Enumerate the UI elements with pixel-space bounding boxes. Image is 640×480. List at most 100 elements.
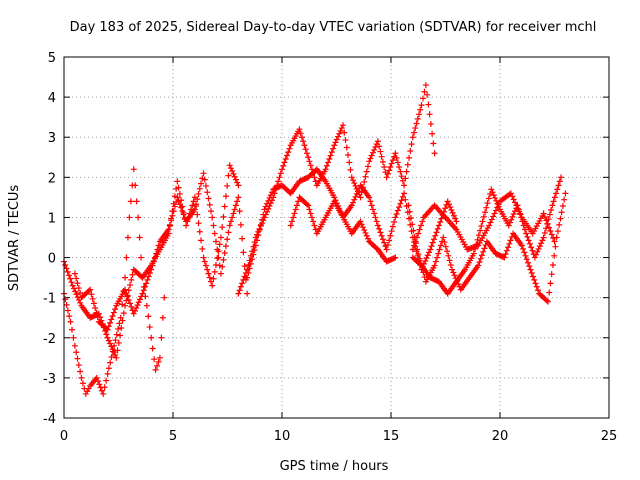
- data-point: [301, 142, 308, 149]
- data-point: [210, 275, 217, 282]
- data-point: [138, 254, 145, 261]
- data-point: [362, 229, 369, 236]
- data-point: [257, 221, 264, 228]
- data-point: [98, 387, 105, 394]
- data-point: [105, 323, 112, 330]
- data-point: [128, 276, 135, 283]
- data-point: [525, 259, 532, 266]
- data-point: [179, 208, 186, 215]
- data-point: [232, 176, 239, 183]
- data-point: [123, 254, 130, 261]
- data-point: [484, 200, 491, 207]
- data-point: [176, 190, 183, 197]
- data-point: [127, 198, 134, 205]
- data-point: [448, 206, 455, 213]
- data-point: [551, 252, 558, 259]
- data-point: [548, 271, 555, 278]
- data-point: [402, 175, 409, 182]
- y-axis-label: SDTVAR / TECUs: [7, 185, 22, 292]
- data-point: [488, 186, 495, 193]
- data-point: [72, 288, 79, 295]
- data-point: [543, 225, 550, 232]
- data-point: [152, 366, 159, 373]
- data-point: [136, 296, 143, 303]
- data-point: [449, 209, 456, 216]
- data-point: [332, 139, 339, 146]
- data-point: [392, 150, 399, 157]
- y-tick-label: 0: [48, 252, 56, 267]
- data-point: [539, 237, 546, 244]
- series-5: [287, 194, 399, 265]
- data-point: [138, 293, 145, 300]
- data-point: [302, 146, 309, 153]
- data-point: [425, 101, 432, 108]
- data-point: [73, 349, 80, 356]
- data-point: [255, 232, 262, 239]
- data-point: [398, 173, 405, 180]
- data-point: [554, 186, 561, 193]
- data-point: [386, 167, 393, 174]
- data-point: [453, 218, 460, 225]
- data-point: [411, 129, 418, 136]
- data-point: [556, 178, 563, 185]
- data-point: [216, 241, 223, 248]
- data-point: [435, 222, 442, 229]
- data-point: [281, 159, 288, 166]
- data-point: [288, 218, 295, 225]
- data-point: [422, 257, 429, 264]
- data-point: [437, 219, 444, 226]
- data-point: [517, 211, 524, 218]
- data-point: [428, 243, 435, 250]
- data-point: [135, 214, 142, 221]
- data-point: [480, 213, 487, 220]
- data-point: [71, 342, 78, 349]
- data-point: [440, 234, 447, 241]
- data-point: [224, 182, 231, 189]
- data-point: [364, 235, 371, 242]
- data-point: [292, 206, 299, 213]
- data-point: [231, 206, 238, 213]
- data-point: [371, 146, 378, 153]
- data-point: [211, 230, 218, 237]
- chart-title: Day 183 of 2025, Sidereal Day-to-day VTE…: [70, 20, 597, 35]
- data-point: [265, 197, 272, 204]
- data-point: [110, 309, 117, 316]
- data-point: [119, 317, 126, 324]
- data-point: [298, 134, 305, 141]
- data-point: [73, 275, 80, 282]
- data-point: [523, 230, 530, 237]
- data-point: [521, 249, 528, 256]
- data-point: [479, 218, 486, 225]
- data-point: [252, 242, 259, 249]
- data-point: [338, 125, 345, 132]
- data-point: [435, 250, 442, 257]
- data-point: [240, 276, 247, 283]
- data-point: [415, 251, 422, 258]
- data-point: [135, 299, 142, 306]
- data-point: [437, 242, 444, 249]
- data-point: [340, 122, 347, 129]
- data-point: [159, 314, 166, 321]
- data-point: [310, 218, 317, 225]
- data-point: [392, 254, 399, 261]
- data-point: [482, 209, 489, 216]
- data-point: [361, 227, 368, 234]
- data-point: [330, 145, 337, 152]
- data-point: [153, 250, 160, 257]
- data-point: [149, 262, 156, 269]
- data-point: [529, 247, 536, 254]
- data-point: [394, 159, 401, 166]
- data-point: [117, 332, 124, 339]
- data-point: [174, 194, 181, 201]
- data-point: [336, 130, 343, 137]
- y-tick-label: -4: [43, 412, 56, 427]
- data-point: [237, 283, 244, 290]
- data-point: [261, 206, 268, 213]
- data-point: [193, 201, 200, 208]
- data-point: [447, 204, 454, 211]
- data-point: [507, 190, 514, 197]
- data-point: [198, 180, 205, 187]
- data-point: [421, 88, 428, 95]
- data-point: [409, 221, 416, 228]
